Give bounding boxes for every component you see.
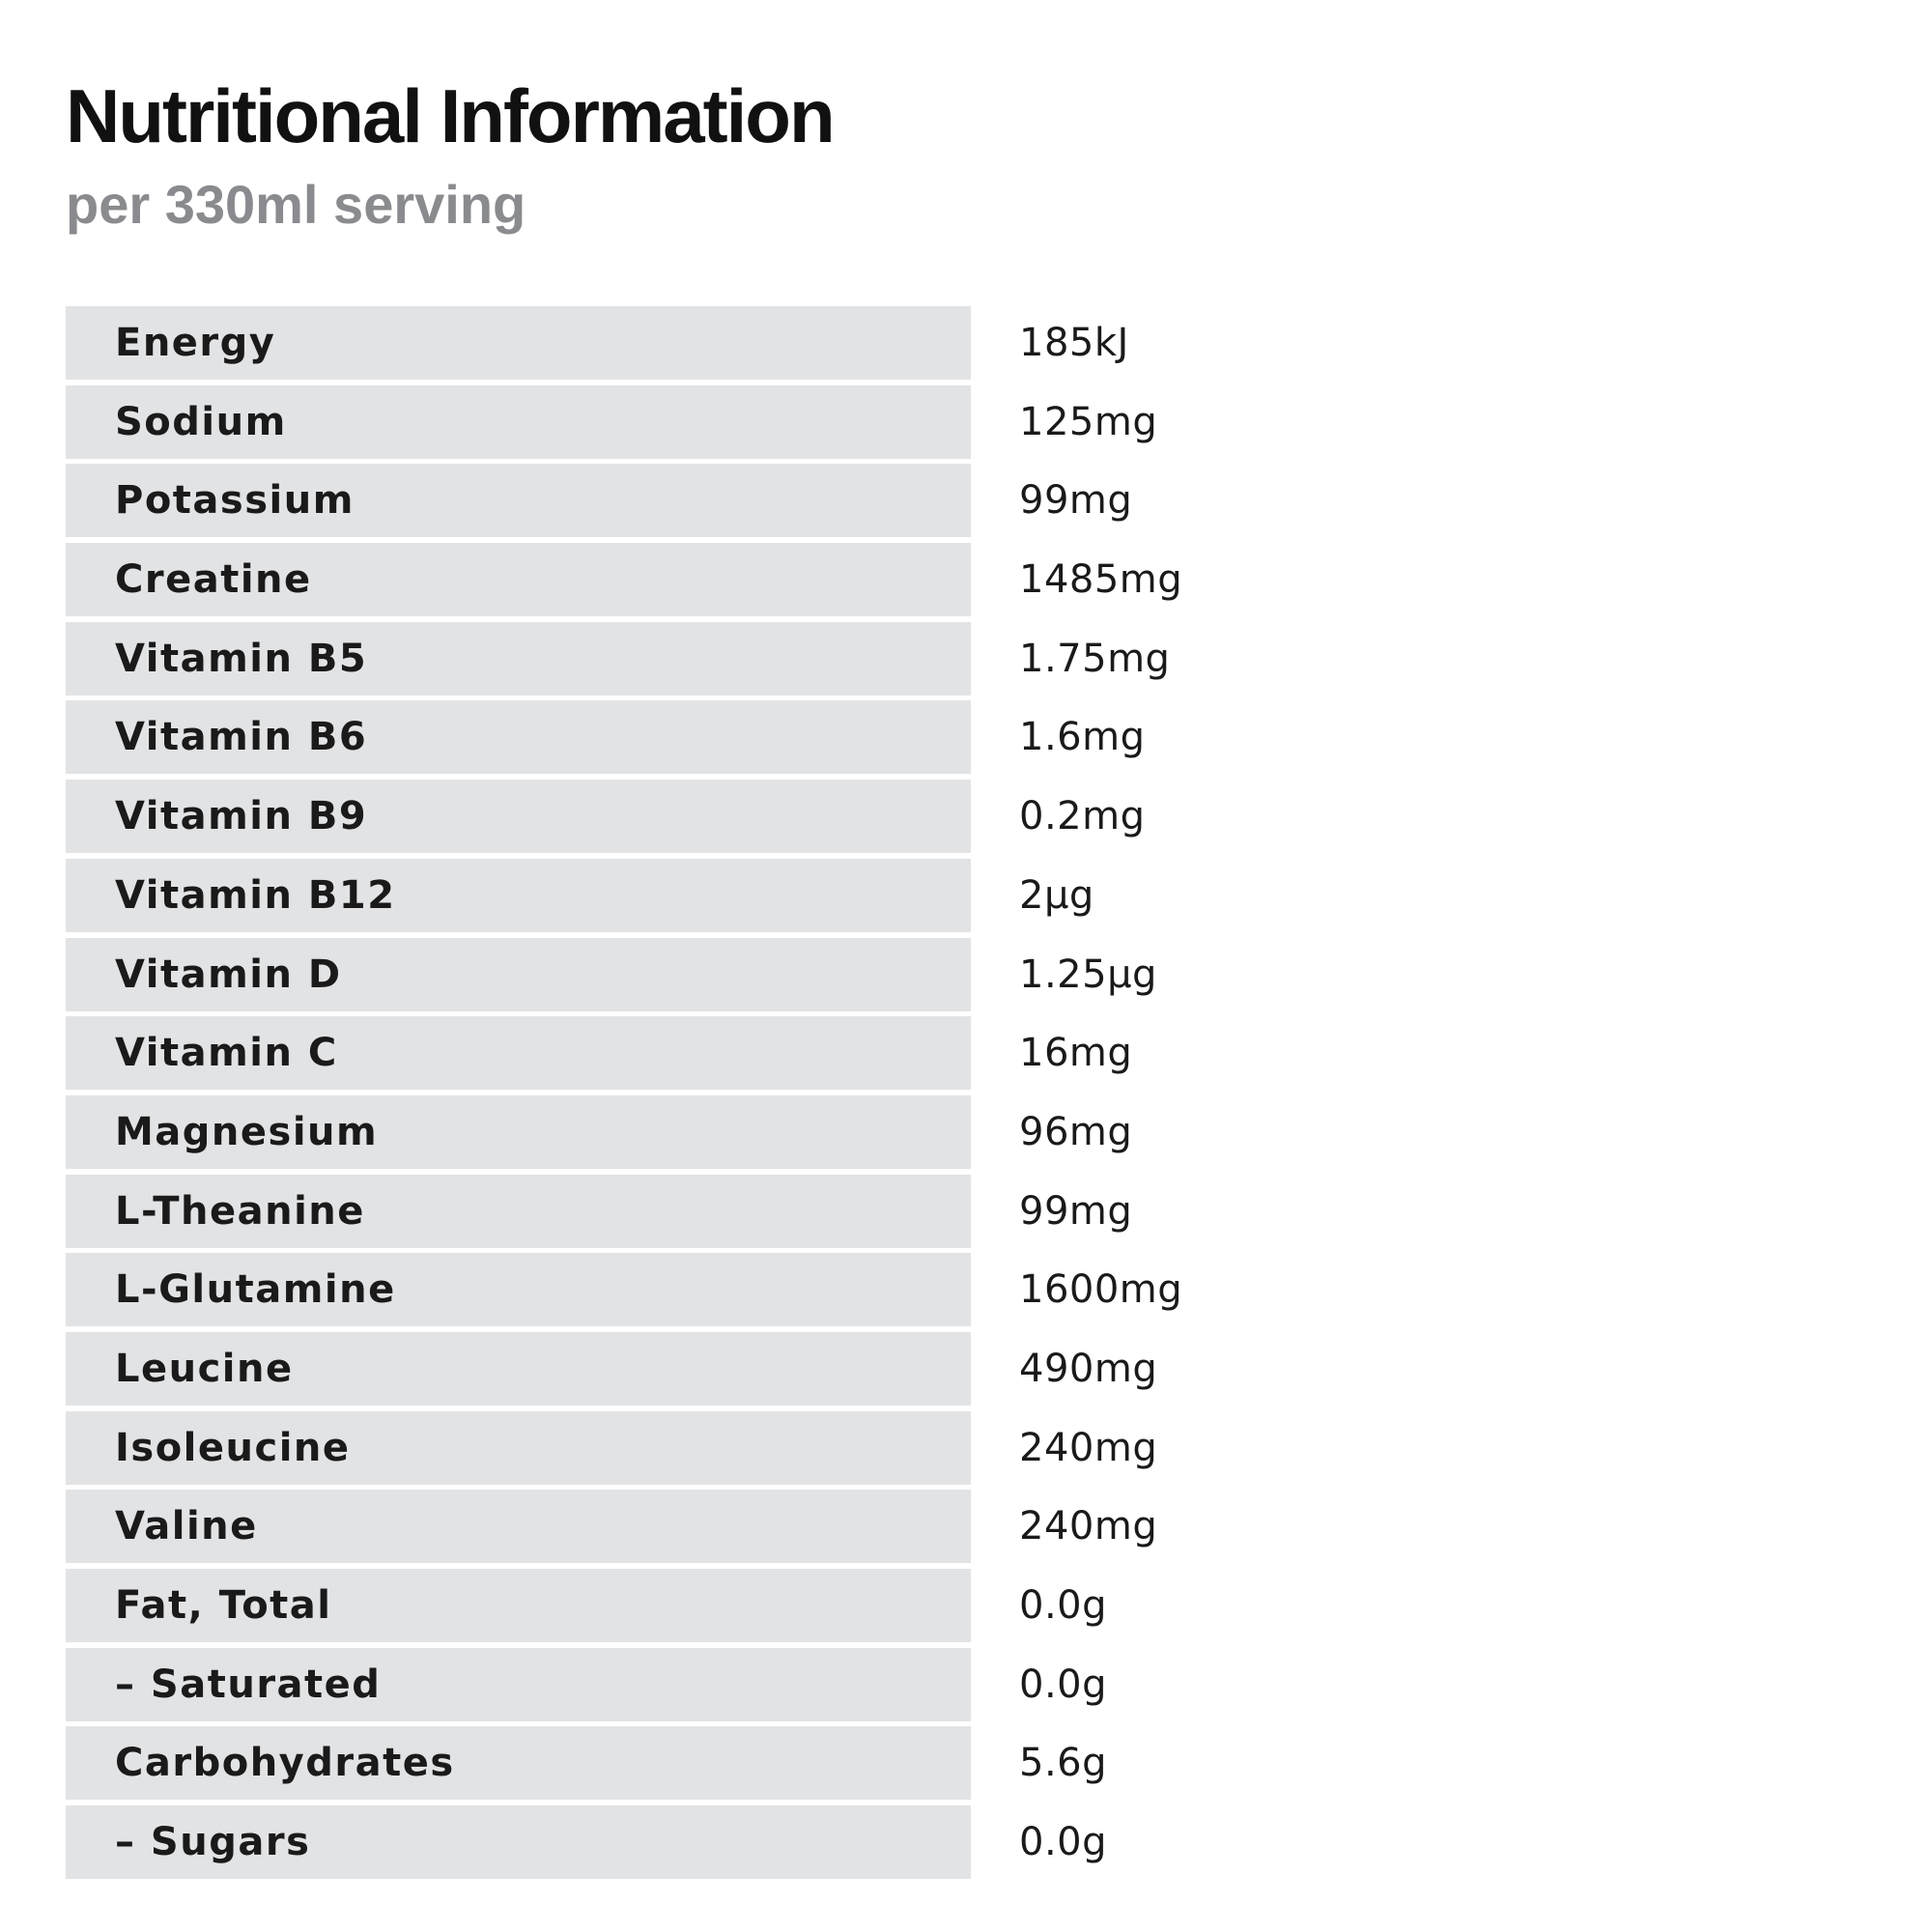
nutrient-value: 1.25μg (1019, 952, 1157, 997)
nutrient-value: 0.0g (1019, 1662, 1108, 1707)
nutrient-value: 1485mg (1019, 557, 1183, 603)
nutrient-label-cell: Isoleucine (66, 1410, 971, 1485)
nutrient-label-cell: – Sugars (66, 1805, 971, 1880)
nutrient-label: Vitamin B5 (115, 636, 368, 681)
nutrient-label: Vitamin D (115, 952, 342, 997)
nutrient-label: Vitamin B6 (115, 715, 368, 760)
nutrient-label-cell: Potassium (66, 464, 971, 538)
nutrient-label-cell: Vitamin B6 (66, 700, 971, 775)
nutrition-row: Magnesium 96mg (66, 1094, 1321, 1169)
nutrient-label: Valine (115, 1504, 258, 1549)
nutrient-value: 1600mg (1019, 1267, 1183, 1313)
nutrient-label: Magnesium (115, 1109, 379, 1154)
nutrient-label-cell: – Saturated (66, 1647, 971, 1721)
nutrition-row: L-Theanine 99mg (66, 1174, 1321, 1248)
nutrient-label-cell: Vitamin C (66, 1016, 971, 1091)
nutrient-label-cell: Leucine (66, 1331, 971, 1406)
page-subtitle: per 330ml serving (66, 174, 526, 235)
nutrient-label: Isoleucine (115, 1425, 351, 1470)
nutrient-label-cell: Vitamin B9 (66, 780, 971, 854)
nutrient-label: Potassium (115, 478, 355, 524)
nutrient-label-cell: Energy (66, 306, 971, 380)
nutrition-row: Leucine 490mg (66, 1331, 1321, 1406)
nutrient-value: 125mg (1019, 399, 1158, 444)
nutrient-label: Creatine (115, 557, 312, 603)
nutrition-row: Vitamin B9 0.2mg (66, 780, 1321, 854)
nutrition-row: Sodium 125mg (66, 384, 1321, 459)
nutrient-value: 99mg (1019, 478, 1133, 524)
nutrient-label: – Saturated (115, 1662, 382, 1707)
nutrient-value: 490mg (1019, 1346, 1158, 1391)
nutrient-value: 0.2mg (1019, 794, 1146, 839)
nutrient-label-cell: L-Theanine (66, 1174, 971, 1248)
nutrient-label-cell: Vitamin B12 (66, 858, 971, 932)
nutrient-label: L-Glutamine (115, 1267, 396, 1313)
nutrient-value: 240mg (1019, 1504, 1158, 1549)
nutrient-label: L-Theanine (115, 1188, 365, 1234)
nutrient-value: 0.0g (1019, 1583, 1108, 1628)
nutrient-label-cell: Magnesium (66, 1094, 971, 1169)
nutrient-value: 5.6g (1019, 1741, 1108, 1786)
nutrient-label: Sodium (115, 399, 287, 444)
nutrient-label-cell: Sodium (66, 384, 971, 459)
nutrient-label: Leucine (115, 1346, 294, 1391)
nutrition-row: L-Glutamine 1600mg (66, 1253, 1321, 1327)
nutrient-label-cell: L-Glutamine (66, 1253, 971, 1327)
nutrient-label-cell: Vitamin B5 (66, 621, 971, 696)
nutrient-label: Fat, Total (115, 1583, 332, 1628)
nutrition-row: Vitamin B5 1.75mg (66, 621, 1321, 696)
nutrient-label: Vitamin C (115, 1031, 338, 1076)
nutrient-value: 0.0g (1019, 1820, 1108, 1865)
nutrient-value: 96mg (1019, 1109, 1133, 1154)
nutrition-row: Valine 240mg (66, 1490, 1321, 1564)
nutrient-label: – Sugars (115, 1820, 311, 1865)
nutrient-label-cell: Fat, Total (66, 1569, 971, 1642)
nutrient-value: 99mg (1019, 1188, 1133, 1234)
nutrient-label-cell: Valine (66, 1490, 971, 1564)
nutrient-label-cell: Creatine (66, 543, 971, 617)
nutrition-row: Potassium 99mg (66, 464, 1321, 538)
nutrient-value: 2μg (1019, 872, 1094, 918)
nutrition-row: Energy 185kJ (66, 306, 1321, 380)
nutrient-value: 240mg (1019, 1425, 1158, 1470)
nutrition-row: Vitamin B12 2μg (66, 858, 1321, 932)
nutrition-row: Creatine 1485mg (66, 543, 1321, 617)
nutrient-label: Vitamin B12 (115, 872, 396, 918)
nutrient-label: Energy (115, 321, 276, 365)
nutrition-row: Vitamin D 1.25μg (66, 937, 1321, 1011)
nutrition-row: – Saturated 0.0g (66, 1647, 1321, 1721)
nutrient-value: 16mg (1019, 1031, 1133, 1076)
nutrient-label-cell: Carbohydrates (66, 1726, 971, 1801)
nutrition-row: Vitamin C 16mg (66, 1016, 1321, 1091)
nutrition-row: Carbohydrates 5.6g (66, 1726, 1321, 1801)
nutrition-row: – Sugars 0.0g (66, 1805, 1321, 1880)
nutrient-value: 185kJ (1019, 321, 1129, 365)
nutrient-value: 1.6mg (1019, 715, 1146, 760)
nutrition-row: Isoleucine 240mg (66, 1410, 1321, 1485)
nutrition-table: Energy 185kJ Sodium 125mg Potassium 99mg… (66, 306, 1321, 1885)
nutrient-label-cell: Vitamin D (66, 937, 971, 1011)
page-title: Nutritional Information (66, 73, 836, 158)
nutrition-row: Vitamin B6 1.6mg (66, 700, 1321, 775)
nutrition-row: Fat, Total 0.0g (66, 1569, 1321, 1642)
nutrient-value: 1.75mg (1019, 636, 1171, 681)
nutrient-label: Carbohydrates (115, 1741, 455, 1786)
nutrient-label: Vitamin B9 (115, 794, 368, 839)
